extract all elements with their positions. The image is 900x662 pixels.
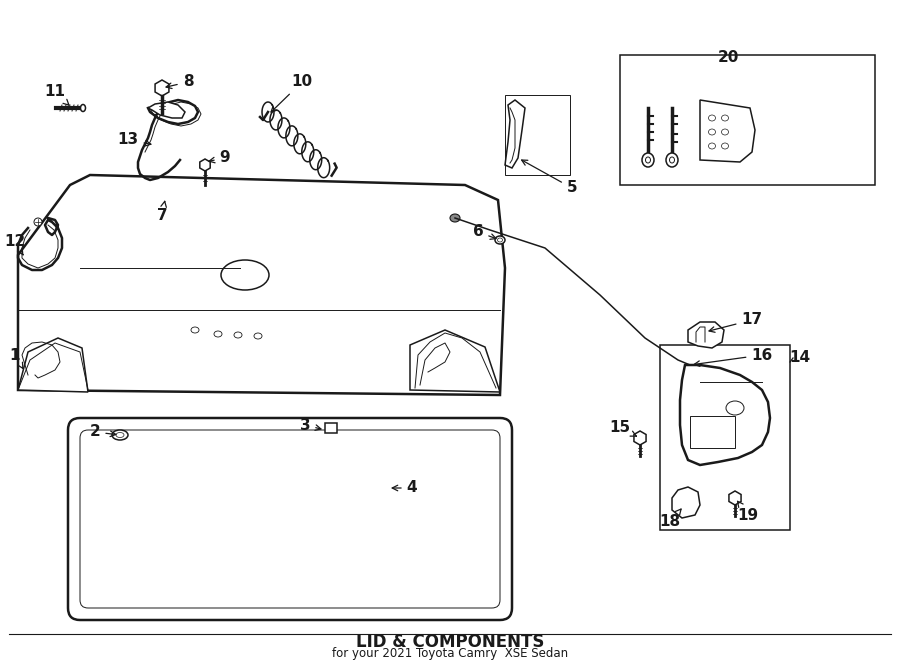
Polygon shape — [148, 102, 185, 118]
Bar — [325, 423, 337, 433]
Text: for your 2021 Toyota Camry  XSE Sedan: for your 2021 Toyota Camry XSE Sedan — [332, 647, 568, 661]
Polygon shape — [729, 491, 741, 505]
Polygon shape — [410, 330, 500, 392]
Text: 9: 9 — [209, 150, 230, 166]
Text: 1: 1 — [10, 348, 22, 369]
Polygon shape — [700, 100, 755, 162]
Polygon shape — [18, 175, 505, 395]
Text: 5: 5 — [522, 160, 577, 195]
Ellipse shape — [80, 105, 86, 111]
Bar — [660, 345, 790, 530]
Polygon shape — [200, 159, 211, 171]
Text: 3: 3 — [300, 418, 321, 432]
Text: 2: 2 — [90, 424, 116, 440]
Text: 8: 8 — [166, 75, 194, 89]
Text: 4: 4 — [392, 481, 418, 495]
Polygon shape — [672, 487, 700, 518]
Text: 6: 6 — [472, 224, 496, 240]
Text: 11: 11 — [44, 85, 69, 105]
Bar — [620, 55, 875, 185]
Text: LID & COMPONENTS: LID & COMPONENTS — [356, 633, 544, 651]
Text: 12: 12 — [4, 234, 25, 255]
Polygon shape — [688, 322, 724, 348]
Text: 13: 13 — [117, 132, 151, 148]
Polygon shape — [505, 100, 525, 168]
Bar — [505, 95, 570, 175]
Text: 7: 7 — [157, 201, 167, 222]
FancyBboxPatch shape — [68, 418, 512, 620]
Text: 18: 18 — [660, 509, 681, 530]
Ellipse shape — [666, 153, 678, 167]
Ellipse shape — [450, 214, 460, 222]
Bar — [690, 416, 735, 448]
Ellipse shape — [495, 236, 505, 244]
Text: 14: 14 — [789, 350, 811, 365]
Polygon shape — [680, 365, 770, 465]
Text: 10: 10 — [271, 75, 312, 112]
Polygon shape — [18, 338, 88, 392]
Ellipse shape — [112, 430, 128, 440]
Polygon shape — [634, 431, 646, 445]
Text: 20: 20 — [717, 50, 739, 66]
Text: 15: 15 — [609, 420, 636, 436]
Text: 19: 19 — [737, 501, 759, 522]
Ellipse shape — [642, 153, 654, 167]
Text: 17: 17 — [709, 312, 762, 332]
Polygon shape — [155, 80, 169, 96]
Ellipse shape — [34, 218, 42, 226]
Text: 16: 16 — [694, 348, 772, 366]
